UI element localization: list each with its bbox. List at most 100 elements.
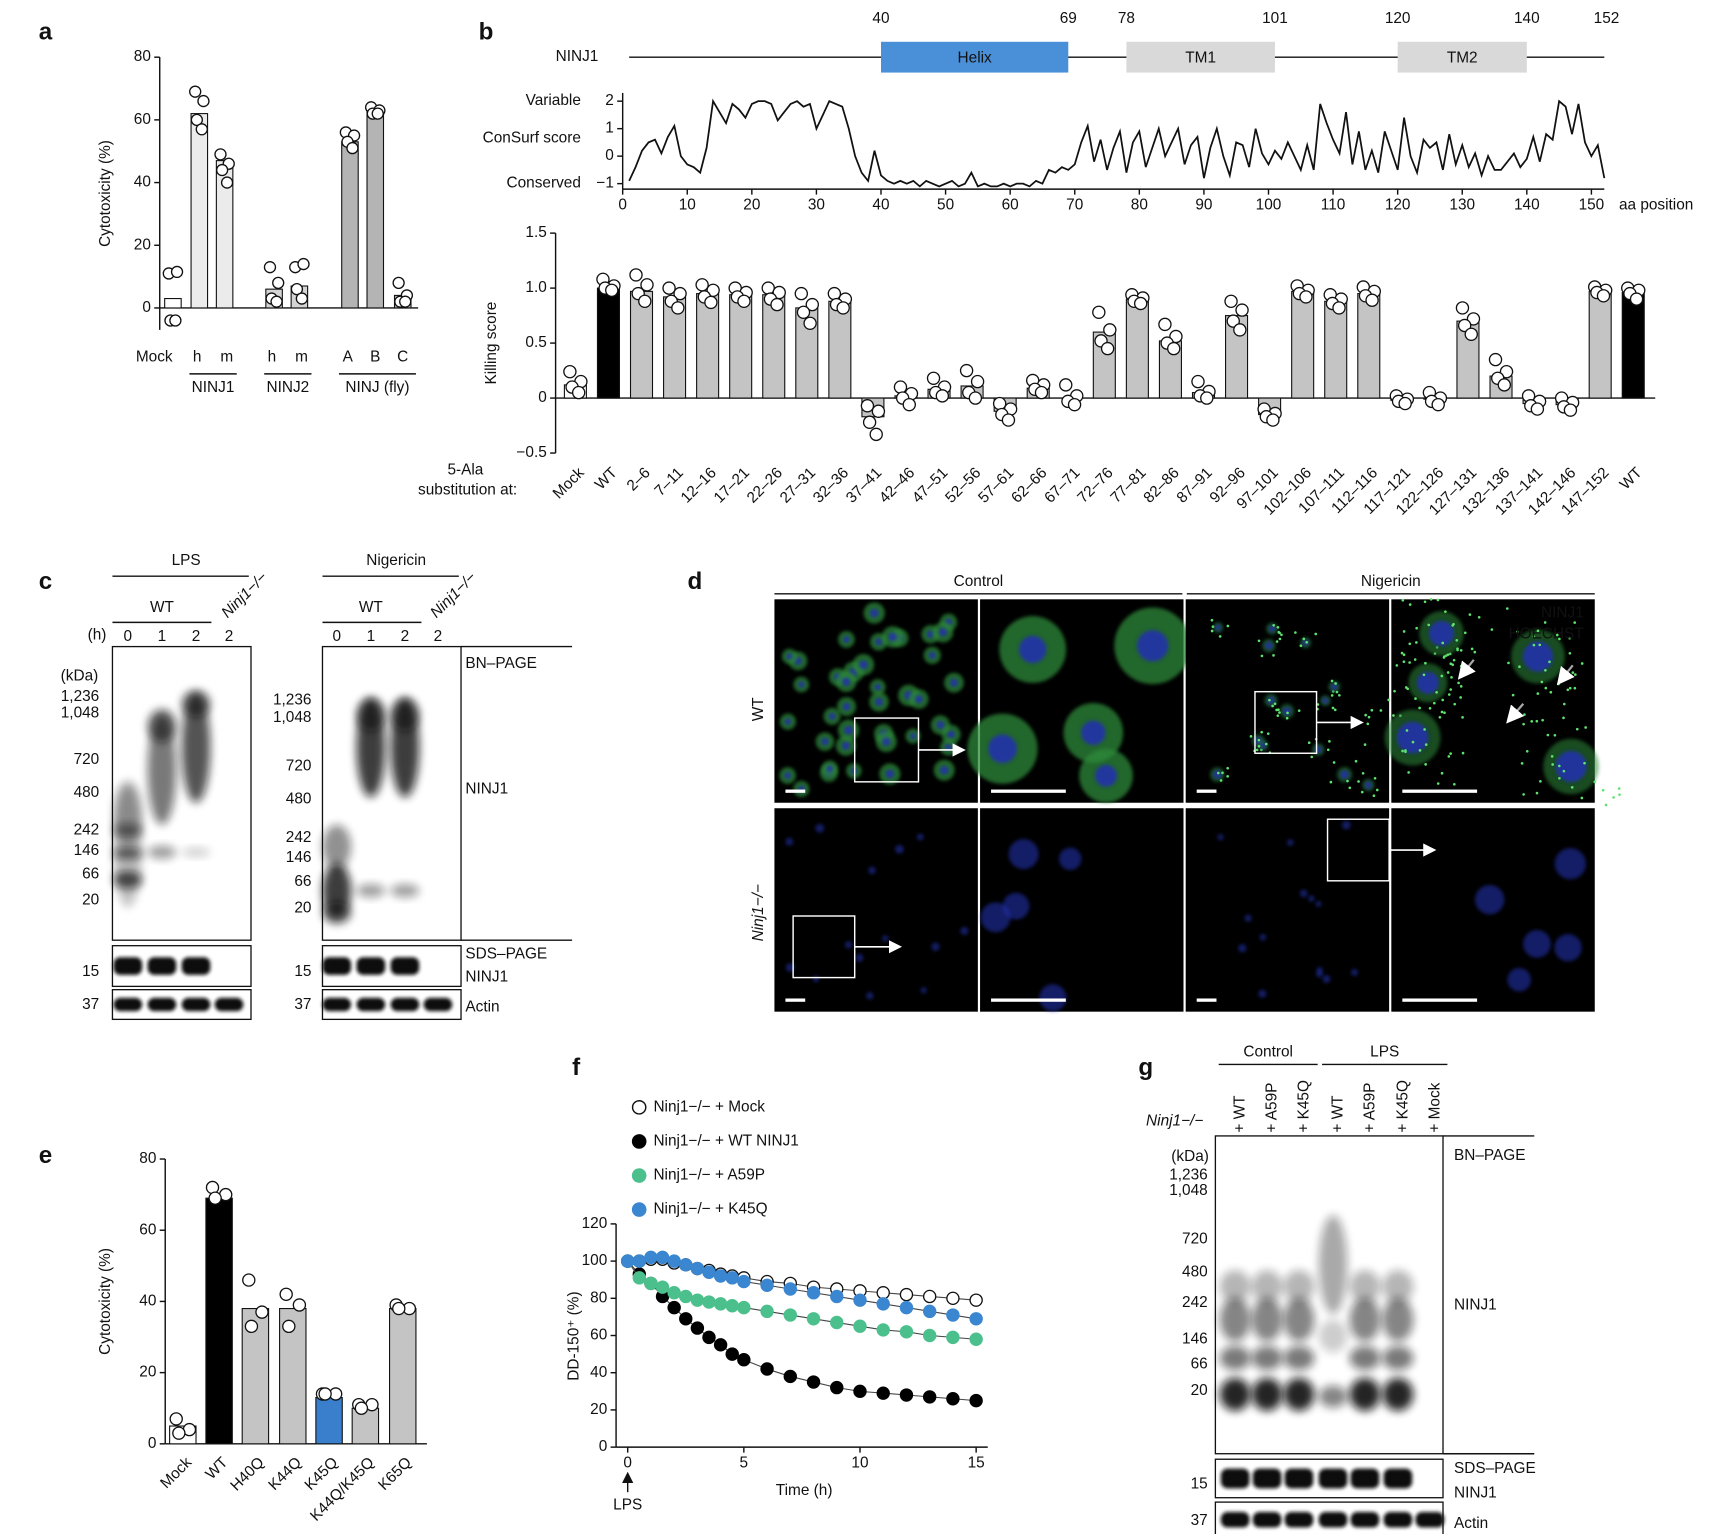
y-axis-label: DD-150⁺ (%) — [565, 1291, 582, 1380]
band — [322, 957, 352, 975]
pointer-arrow — [1457, 659, 1476, 680]
puncta — [1373, 776, 1377, 780]
mw-marker: 37 — [1191, 1512, 1208, 1529]
mw-marker: 146 — [1182, 1330, 1208, 1347]
replicate-point — [1466, 312, 1481, 326]
panel-letter: d — [688, 568, 703, 595]
y-tick-label: 80 — [590, 1289, 607, 1306]
puncta — [1440, 674, 1444, 678]
puncta — [1226, 775, 1229, 778]
puncta — [1363, 743, 1367, 746]
nucleus — [1396, 721, 1429, 754]
y-tick-label: 60 — [139, 1221, 156, 1238]
nucleus — [844, 941, 853, 949]
x-tick-label: B — [370, 348, 380, 365]
data-point — [922, 1390, 937, 1404]
puncta — [1538, 643, 1542, 647]
replicate-point — [220, 176, 234, 189]
data-point — [922, 1289, 937, 1304]
data-point — [760, 1278, 774, 1292]
puncta — [1438, 715, 1442, 719]
band — [1252, 1468, 1282, 1489]
puncta — [1436, 598, 1440, 602]
x-axis-label: Time (h) — [776, 1482, 833, 1499]
data-point — [667, 1286, 681, 1300]
puncta — [1286, 711, 1289, 715]
band — [1318, 1512, 1348, 1528]
puncta — [1571, 671, 1575, 674]
data-point — [725, 1271, 739, 1285]
puncta — [1424, 743, 1428, 746]
scale-bar — [991, 998, 1066, 1002]
data-point — [620, 1254, 635, 1268]
puncta — [1544, 668, 1547, 672]
replicate-point — [214, 148, 227, 161]
x-tick-label: WT — [592, 464, 621, 493]
puncta — [1583, 761, 1586, 765]
mw-marker: 146 — [286, 849, 312, 866]
puncta — [1505, 607, 1509, 610]
nucleus — [1299, 889, 1308, 898]
y-tick-label: 60 — [590, 1327, 607, 1344]
replicate-point — [1499, 364, 1514, 379]
x-tick-label: Mock — [550, 464, 588, 502]
data-point — [922, 1304, 937, 1319]
puncta — [1401, 749, 1404, 753]
x-tick-label: 20 — [743, 197, 760, 214]
x-tick-label: 50 — [937, 197, 954, 214]
replicate-point — [1235, 303, 1249, 317]
blot-label: NINJ1 — [1454, 1296, 1497, 1313]
data-point — [725, 1347, 739, 1361]
band — [1283, 1377, 1315, 1411]
data-point — [806, 1286, 821, 1300]
puncta — [1404, 749, 1407, 752]
replicate-point — [392, 276, 405, 290]
channel-label: NINJ1 — [1541, 605, 1584, 622]
band — [1382, 1345, 1414, 1371]
replicate-point — [242, 1273, 256, 1287]
data-point — [725, 1299, 739, 1313]
puncta — [1456, 647, 1459, 650]
channel-label: HOECHST — [1509, 626, 1585, 643]
replicate-point — [959, 363, 974, 378]
blot-label: BN–PAGE — [1454, 1147, 1526, 1164]
nucleus — [1039, 984, 1067, 1012]
band — [1283, 1297, 1315, 1342]
puncta — [1275, 708, 1278, 712]
x-tick-label: 10 — [679, 197, 696, 214]
band — [181, 847, 211, 857]
nucleus — [888, 632, 897, 642]
nucleus — [1267, 696, 1275, 705]
replicate-point — [640, 278, 654, 292]
genotype-label: WT — [150, 599, 175, 616]
puncta — [1618, 793, 1621, 796]
y-tick-label: 2 — [605, 92, 614, 109]
puncta — [1544, 686, 1548, 690]
puncta — [1473, 650, 1477, 654]
x-tick-label: 30 — [808, 197, 825, 214]
puncta — [1584, 726, 1587, 729]
band — [1219, 1377, 1251, 1411]
puncta — [1612, 796, 1615, 799]
replicate-point — [737, 294, 751, 309]
x-tick-label: 60 — [1002, 197, 1019, 214]
nucleus — [786, 653, 793, 660]
bar — [1324, 300, 1348, 399]
replicate-point — [629, 268, 643, 282]
puncta — [1338, 693, 1341, 697]
band — [1219, 1270, 1251, 1304]
puncta — [1260, 654, 1264, 658]
band — [390, 698, 420, 732]
band — [147, 709, 177, 743]
data-point — [679, 1289, 693, 1304]
data-point — [830, 1289, 844, 1304]
band — [181, 957, 211, 975]
x-tick-label: 0 — [618, 197, 627, 214]
replicate-point — [871, 404, 886, 418]
mw-marker: 20 — [82, 892, 99, 909]
data-point — [969, 1393, 983, 1408]
nucleus — [1428, 620, 1455, 646]
replicate-point — [970, 374, 985, 389]
puncta — [1532, 634, 1536, 638]
panel-letter: a — [39, 18, 53, 45]
